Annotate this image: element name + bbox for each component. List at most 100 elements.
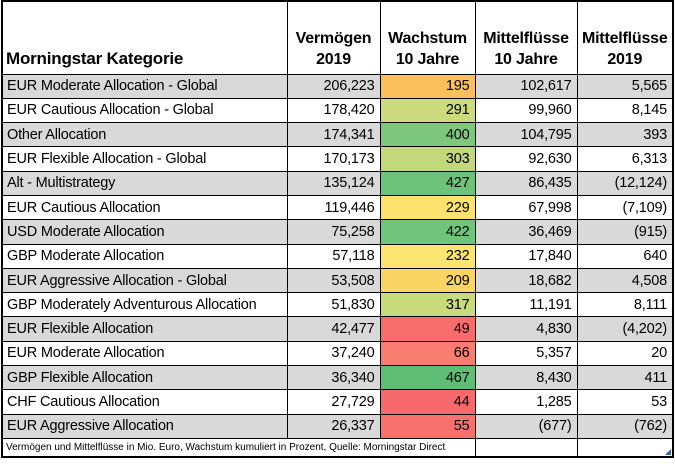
cell-wachstum-10-jahre[interactable]: 291 — [379, 97, 476, 124]
cell-wachstum-10-jahre[interactable]: 55 — [379, 413, 476, 439]
cell-mittelfluesse-2019[interactable]: (12,124) — [576, 170, 674, 196]
cell-vermoegen-2019[interactable]: 178,420 — [286, 97, 381, 124]
cell-kategorie[interactable]: EUR Flexible Allocation — [1, 316, 288, 342]
cell-mittelfluesse-10-jahre[interactable]: 102,617 — [474, 73, 578, 99]
cell-kategorie[interactable]: EUR Aggressive Allocation - Global — [1, 267, 288, 294]
cell-mittelfluesse-10-jahre[interactable]: 67,998 — [474, 194, 578, 221]
cell-vermoegen-2019[interactable]: 27,729 — [286, 389, 381, 415]
table-row: EUR Flexible Allocation - Global 170,173 3… — [1, 146, 674, 172]
footer-empty-cell-1[interactable] — [474, 437, 578, 458]
cell-mittelfluesse-2019[interactable]: 411 — [576, 365, 674, 391]
cell-mittelfluesse-10-jahre[interactable]: 92,630 — [474, 146, 578, 172]
column-header-kategorie[interactable]: Morningstar Kategorie — [1, 0, 288, 75]
column-header-vermoegen-2019[interactable]: Vermögen 2019 — [286, 0, 381, 75]
table-row: EUR Aggressive Allocation - Global 53,508… — [1, 267, 674, 294]
cell-kategorie[interactable]: USD Moderate Allocation — [1, 219, 288, 245]
cell-mittelfluesse-10-jahre[interactable]: 18,682 — [474, 267, 578, 294]
cell-vermoegen-2019[interactable]: 53,508 — [286, 267, 381, 294]
cell-mittelfluesse-2019[interactable]: 6,313 — [576, 146, 674, 172]
column-header-mittelfluesse-2019[interactable]: Mittelflüsse 2019 — [576, 0, 674, 75]
cell-wachstum-10-jahre[interactable]: 400 — [379, 122, 476, 148]
cell-wachstum-10-jahre[interactable]: 467 — [379, 365, 476, 391]
cell-vermoegen-2019[interactable]: 174,341 — [286, 122, 381, 148]
cell-mittelfluesse-2019[interactable]: (4,202) — [576, 316, 674, 342]
cell-mittelfluesse-2019[interactable]: (915) — [576, 219, 674, 245]
cell-mittelfluesse-10-jahre[interactable]: (677) — [474, 413, 578, 439]
cell-wachstum-10-jahre[interactable]: 422 — [379, 219, 476, 245]
cell-kategorie[interactable]: Alt - Multistrategy — [1, 170, 288, 196]
cell-kategorie[interactable]: EUR Moderate Allocation — [1, 340, 288, 367]
table-row: EUR Flexible Allocation 42,477 49 4,830 (4,2… — [1, 316, 674, 342]
cell-wachstum-10-jahre[interactable]: 317 — [379, 292, 476, 318]
table-body: EUR Moderate Allocation - Global 206,223 1… — [1, 73, 674, 439]
table-row: EUR Moderate Allocation 37,240 66 5,357 20 — [1, 340, 674, 367]
cell-mittelfluesse-10-jahre[interactable]: 86,435 — [474, 170, 578, 196]
cell-vermoegen-2019[interactable]: 51,830 — [286, 292, 381, 318]
cell-wachstum-10-jahre[interactable]: 195 — [379, 73, 476, 99]
cell-kategorie[interactable]: Other Allocation — [1, 122, 288, 148]
cell-vermoegen-2019[interactable]: 75,258 — [286, 219, 381, 245]
cell-mittelfluesse-2019[interactable]: (762) — [576, 413, 674, 439]
fill-handle-icon[interactable] — [665, 449, 671, 456]
cell-kategorie[interactable]: GBP Moderately Adventurous Allocation — [1, 292, 288, 318]
cell-mittelfluesse-2019[interactable]: (7,109) — [576, 194, 674, 221]
cell-mittelfluesse-2019[interactable]: 393 — [576, 122, 674, 148]
table-row: USD Moderate Allocation 75,258 422 36,469 (9… — [1, 219, 674, 245]
cell-vermoegen-2019[interactable]: 119,446 — [286, 194, 381, 221]
cell-vermoegen-2019[interactable]: 57,118 — [286, 243, 381, 269]
cell-kategorie[interactable]: EUR Flexible Allocation - Global — [1, 146, 288, 172]
cell-mittelfluesse-10-jahre[interactable]: 4,830 — [474, 316, 578, 342]
cell-kategorie[interactable]: EUR Cautious Allocation - Global — [1, 97, 288, 124]
cell-vermoegen-2019[interactable]: 36,340 — [286, 365, 381, 391]
footnote: Vermögen und Mittelflüsse in Mio. Euro, … — [1, 437, 476, 458]
cell-mittelfluesse-2019[interactable]: 53 — [576, 389, 674, 415]
cell-vermoegen-2019[interactable]: 37,240 — [286, 340, 381, 367]
footer-empty-cell-2[interactable] — [576, 437, 674, 458]
table-row: EUR Cautious Allocation 119,446 229 67,998(… — [1, 194, 674, 221]
cell-wachstum-10-jahre[interactable]: 44 — [379, 389, 476, 415]
cell-kategorie[interactable]: EUR Cautious Allocation — [1, 194, 288, 221]
cell-mittelfluesse-10-jahre[interactable]: 11,191 — [474, 292, 578, 318]
cell-mittelfluesse-2019[interactable]: 8,111 — [576, 292, 674, 318]
table-row: EUR Moderate Allocation - Global 206,223 1… — [1, 73, 674, 99]
cell-vermoegen-2019[interactable]: 206,223 — [286, 73, 381, 99]
cell-wachstum-10-jahre[interactable]: 66 — [379, 340, 476, 367]
cell-mittelfluesse-2019[interactable]: 20 — [576, 340, 674, 367]
column-header-mittelfluesse-10-jahre[interactable]: Mittelflüsse 10 Jahre — [474, 0, 578, 75]
cell-wachstum-10-jahre[interactable]: 427 — [379, 170, 476, 196]
cell-kategorie[interactable]: EUR Aggressive Allocation — [1, 413, 288, 439]
cell-kategorie[interactable]: EUR Moderate Allocation - Global — [1, 73, 288, 99]
cell-kategorie[interactable]: CHF Cautious Allocation — [1, 389, 288, 415]
cell-mittelfluesse-10-jahre[interactable]: 8,430 — [474, 365, 578, 391]
cell-mittelfluesse-10-jahre[interactable]: 36,469 — [474, 219, 578, 245]
cell-wachstum-10-jahre[interactable]: 209 — [379, 267, 476, 294]
cell-mittelfluesse-10-jahre[interactable]: 99,960 — [474, 97, 578, 124]
footnote-row: Vermögen und Mittelflüsse in Mio. Euro, … — [1, 437, 674, 458]
cell-vermoegen-2019[interactable]: 26,337 — [286, 413, 381, 439]
header-row: Morningstar Kategorie Vermögen 2019 Wach… — [1, 0, 674, 75]
cell-wachstum-10-jahre[interactable]: 49 — [379, 316, 476, 342]
cell-mittelfluesse-2019[interactable]: 640 — [576, 243, 674, 269]
table-row: GBP Flexible Allocation 36,340 467 8,430 411 — [1, 365, 674, 391]
cell-wachstum-10-jahre[interactable]: 229 — [379, 194, 476, 221]
column-header-wachstum-10-jahre[interactable]: Wachstum 10 Jahre — [379, 0, 476, 75]
cell-mittelfluesse-10-jahre[interactable]: 5,357 — [474, 340, 578, 367]
cell-mittelfluesse-2019[interactable]: 8,145 — [576, 97, 674, 124]
table-row: EUR Cautious Allocation - Global 178,420 2… — [1, 97, 674, 124]
cell-vermoegen-2019[interactable]: 135,124 — [286, 170, 381, 196]
cell-kategorie[interactable]: GBP Moderate Allocation — [1, 243, 288, 269]
table-row: EUR Aggressive Allocation 26,337 55 (677) (7… — [1, 413, 674, 439]
cell-wachstum-10-jahre[interactable]: 303 — [379, 146, 476, 172]
table-row: GBP Moderately Adventurous Allocation 51,… — [1, 292, 674, 318]
cell-mittelfluesse-10-jahre[interactable]: 17,840 — [474, 243, 578, 269]
cell-kategorie[interactable]: GBP Flexible Allocation — [1, 365, 288, 391]
cell-mittelfluesse-10-jahre[interactable]: 104,795 — [474, 122, 578, 148]
cell-wachstum-10-jahre[interactable]: 232 — [379, 243, 476, 269]
cell-mittelfluesse-10-jahre[interactable]: 1,285 — [474, 389, 578, 415]
cell-mittelfluesse-2019[interactable]: 4,508 — [576, 267, 674, 294]
cell-mittelfluesse-2019[interactable]: 5,565 — [576, 73, 674, 99]
cell-vermoegen-2019[interactable]: 42,477 — [286, 316, 381, 342]
cell-vermoegen-2019[interactable]: 170,173 — [286, 146, 381, 172]
